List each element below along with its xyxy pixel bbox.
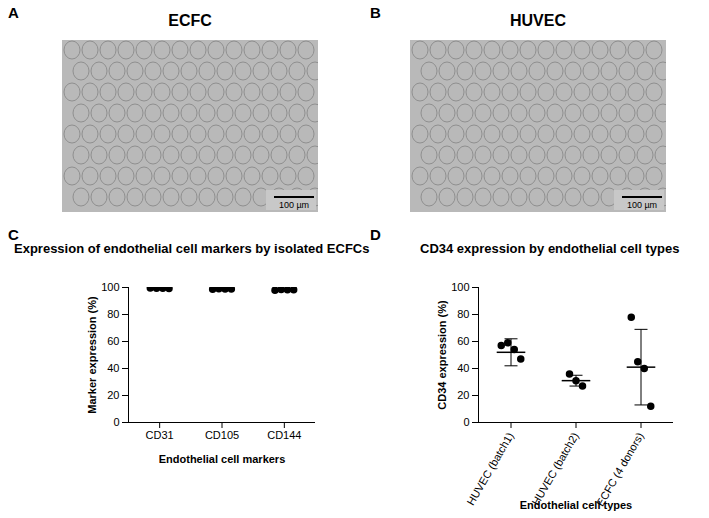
svg-text:100 µm: 100 µm: [627, 200, 657, 210]
html-text:CD34 expression by endothelial: CD34 expression by endothelial cell type…: [420, 241, 680, 256]
html-text:A: A: [8, 4, 19, 21]
svg-text:ECFC (4 donors): ECFC (4 donors): [594, 430, 646, 508]
svg-text:Endothelial cell markers: Endothelial cell markers: [159, 453, 286, 465]
svg-text:HUVEC (batch1): HUVEC (batch1): [464, 430, 515, 507]
svg-text:HUVEC (batch2): HUVEC (batch2): [529, 430, 580, 507]
svg-text:CD144: CD144: [267, 429, 301, 441]
html-text:D: D: [370, 226, 381, 243]
svg-text:40: 40: [107, 362, 119, 374]
svg-text:60: 60: [107, 335, 119, 347]
svg-text:Endothelial cell types: Endothelial cell types: [520, 499, 632, 511]
html-text:C: C: [8, 226, 19, 243]
svg-text:40: 40: [457, 362, 469, 374]
svg-text:80: 80: [107, 308, 119, 320]
svg-text:80: 80: [457, 308, 469, 320]
svg-text:100: 100: [451, 281, 469, 293]
svg-text:0: 0: [113, 416, 119, 428]
html-text:B: B: [370, 4, 381, 21]
svg-text:Marker expression (%): Marker expression (%): [86, 296, 98, 414]
svg-text:CD105: CD105: [205, 429, 239, 441]
svg-text:60: 60: [457, 335, 469, 347]
svg-text:0: 0: [463, 416, 469, 428]
svg-text:100 µm: 100 µm: [279, 200, 309, 210]
html-text:Expression of endothelial cell: Expression of endothelial cell markers b…: [14, 241, 370, 256]
svg-text:CD34 expression (%): CD34 expression (%): [436, 300, 448, 410]
svg-text:CD31: CD31: [146, 429, 174, 441]
html-text:HUVEC: HUVEC: [510, 12, 566, 29]
html-text:ECFC: ECFC: [168, 12, 212, 29]
svg-text:20: 20: [457, 389, 469, 401]
svg-text:20: 20: [107, 389, 119, 401]
svg-text:100: 100: [101, 281, 119, 293]
